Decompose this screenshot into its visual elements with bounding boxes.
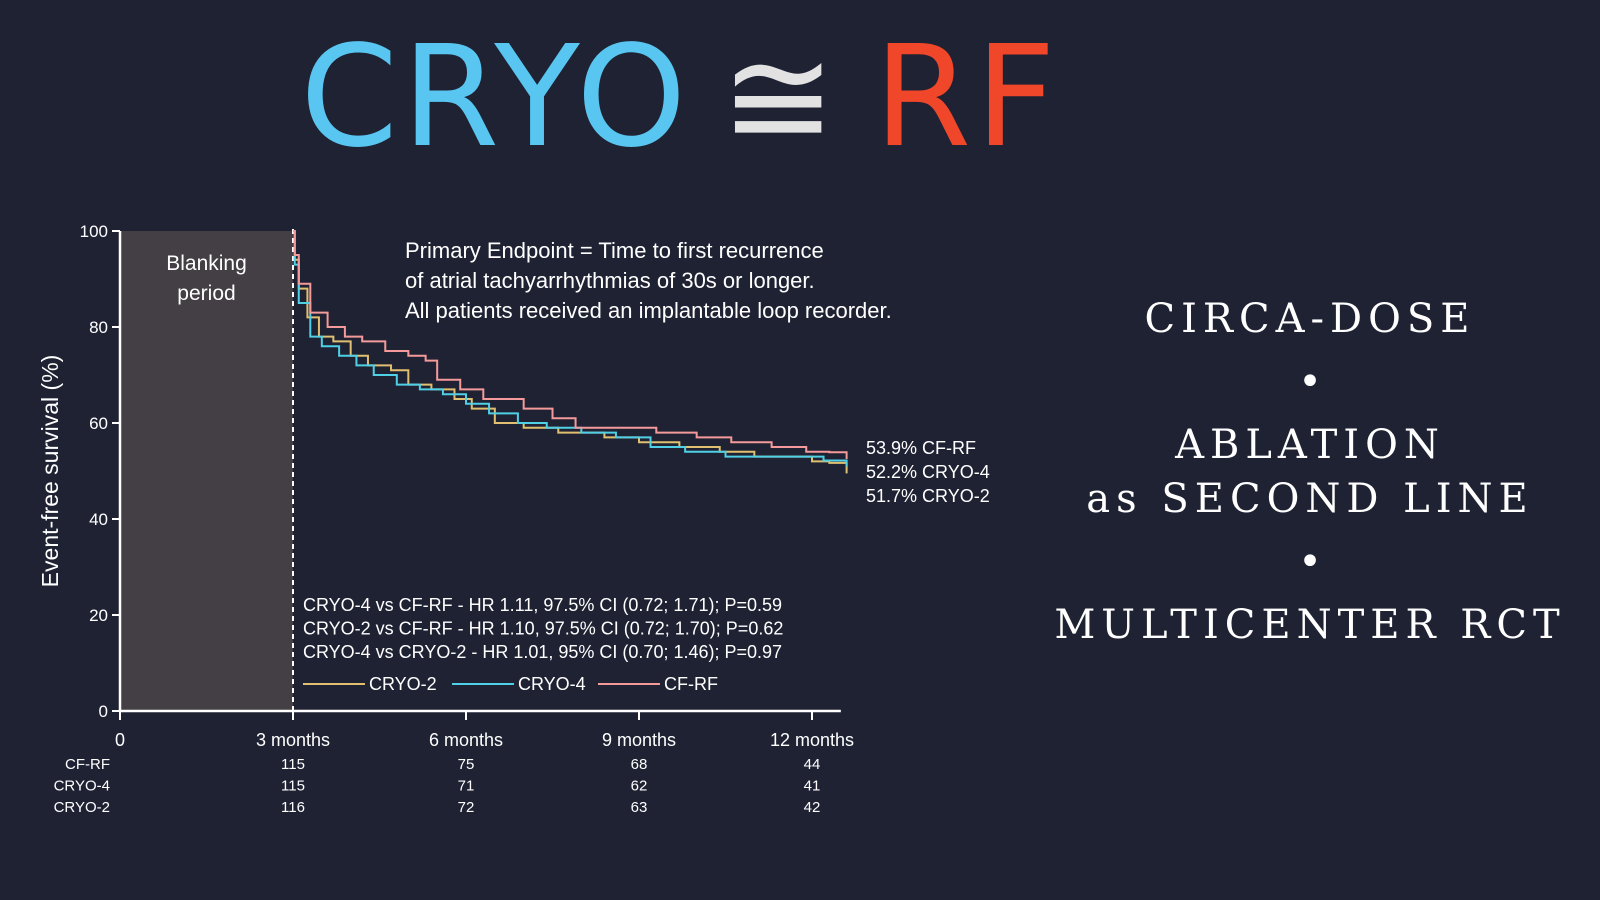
at-risk-value: 44 (804, 756, 821, 773)
at-risk-row-label: CRYO-4 (54, 778, 110, 795)
y-tick-label: 80 (89, 318, 108, 337)
x-tick-label: 9 months (602, 730, 676, 750)
bullet-2: • (1298, 539, 1322, 585)
at-risk-value: 75 (458, 756, 475, 773)
hr-stat-line-1: CRYO-4 vs CF-RF - HR 1.11, 97.5% CI (0.7… (303, 595, 782, 615)
hr-stat-line-3: CRYO-4 vs CRYO-2 - HR 1.01, 95% CI (0.70… (303, 642, 782, 662)
at-risk-value: 63 (631, 799, 648, 816)
study-ablation: ABLATION (1175, 422, 1445, 468)
at-risk-value: 72 (458, 799, 475, 816)
at-risk-value: 71 (458, 778, 475, 795)
y-axis-label: Event-free survival (%) (37, 355, 63, 588)
study-design: MULTICENTER RCT (1054, 602, 1566, 648)
series-line-cf-rf (293, 230, 848, 459)
at-risk-row-label: CRYO-2 (54, 799, 110, 816)
x-tick-label: 0 (115, 730, 125, 750)
at-risk-value: 62 (631, 778, 648, 795)
end-label-2: 52.2% CRYO-4 (866, 462, 990, 482)
hr-stat-line-2: CRYO-2 vs CF-RF - HR 1.10, 97.5% CI (0.7… (303, 619, 783, 639)
series-line-cryo-4 (293, 230, 848, 467)
bullet-1: • (1298, 359, 1322, 405)
blanking-period-area (120, 231, 293, 711)
legend-label-cryo-4: CRYO-4 (518, 674, 586, 694)
at-risk-value: 116 (281, 799, 305, 816)
km-chart: Blanking period 0 20 40 60 80 100 Event-free sur… (37, 222, 990, 816)
headline: CRYO ≅ RF (0, 28, 1100, 168)
at-risk-value: 41 (804, 778, 821, 795)
end-label-3: 51.7% CRYO-2 (866, 486, 990, 506)
x-tick-label: 6 months (429, 730, 503, 750)
blanking-label-line2: period (177, 282, 235, 305)
at-risk-value: 68 (631, 756, 648, 773)
headline-rf: RF (873, 16, 1060, 179)
blanking-label-line1: Blanking (166, 252, 247, 275)
y-tick-label: 100 (80, 222, 108, 241)
x-tick-label: 3 months (256, 730, 330, 750)
at-risk-value: 42 (804, 799, 821, 816)
headline-cryo: CRYO (300, 16, 691, 179)
approx-equal-symbol: ≅ (720, 17, 840, 178)
at-risk-row-label: CF-RF (65, 756, 110, 773)
endpoint-note-line-3: All patients received an implantable loo… (405, 298, 892, 323)
legend-label-cryo-2: CRYO-2 (369, 674, 437, 694)
study-summary: CIRCA-DOSE • ABLATION as SECOND LINE • M… (1040, 292, 1580, 652)
end-label-1: 53.9% CF-RF (866, 438, 976, 458)
study-second-line: as SECOND LINE (1086, 476, 1534, 522)
x-tick-label: 12 months (770, 730, 854, 750)
y-tick-label: 60 (89, 414, 108, 433)
at-risk-value: 115 (281, 756, 305, 773)
legend-label-cf-rf: CF-RF (664, 674, 718, 694)
endpoint-note-line-2: of atrial tachyarrhythmias of 30s or lon… (405, 268, 815, 293)
y-tick-label: 40 (89, 510, 108, 529)
at-risk-value: 115 (281, 778, 305, 795)
y-tick-label: 20 (89, 606, 108, 625)
y-tick-label: 0 (99, 702, 108, 721)
study-name: CIRCA-DOSE (1144, 296, 1476, 342)
endpoint-note-line-1: Primary Endpoint = Time to first recurre… (405, 238, 824, 263)
